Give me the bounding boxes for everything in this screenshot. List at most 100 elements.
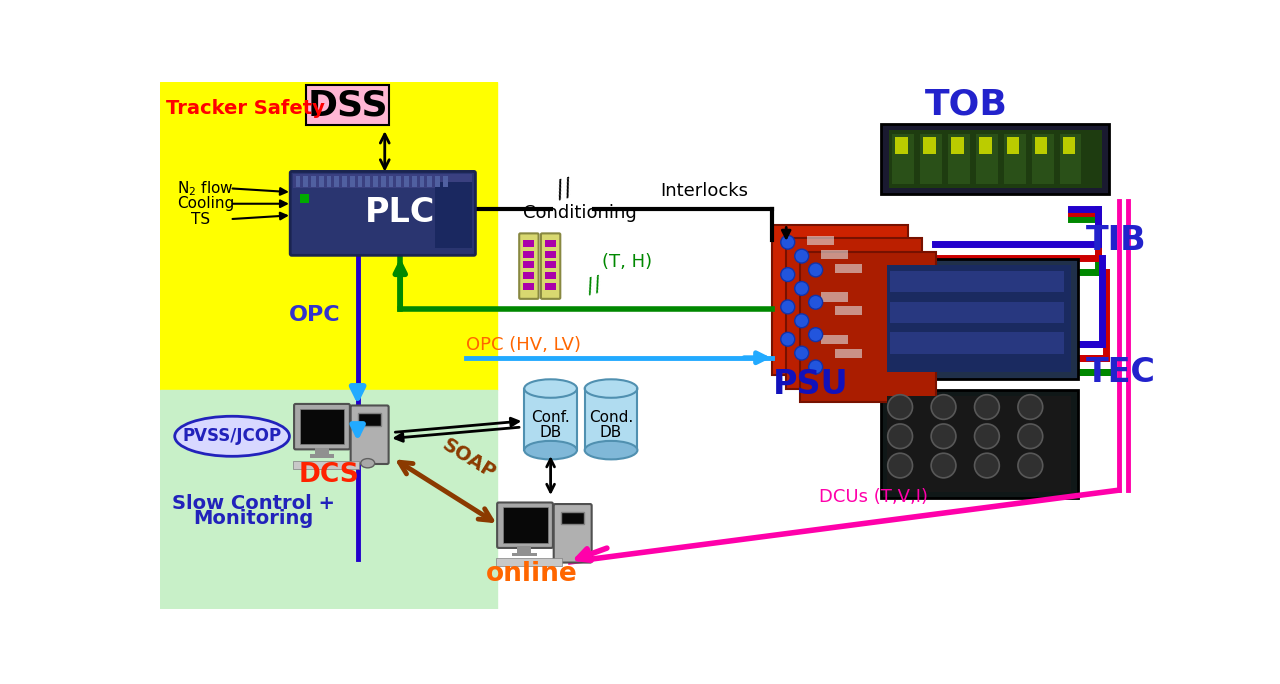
- Bar: [524, 240, 534, 247]
- Bar: [311, 176, 316, 187]
- Circle shape: [795, 314, 809, 328]
- Text: DB: DB: [539, 425, 562, 440]
- Bar: [435, 176, 440, 187]
- Text: PLC: PLC: [365, 196, 435, 229]
- Bar: [835, 349, 863, 358]
- Circle shape: [809, 360, 823, 374]
- FancyBboxPatch shape: [554, 504, 591, 562]
- Bar: [1062, 137, 1075, 154]
- Bar: [786, 239, 922, 389]
- Bar: [808, 236, 835, 246]
- Circle shape: [795, 282, 809, 295]
- Bar: [293, 174, 471, 188]
- Circle shape: [781, 300, 795, 314]
- FancyBboxPatch shape: [541, 233, 561, 299]
- Circle shape: [781, 235, 795, 249]
- Bar: [420, 176, 424, 187]
- Bar: [835, 264, 863, 273]
- Bar: [979, 137, 992, 154]
- Bar: [512, 553, 536, 556]
- Bar: [374, 176, 378, 187]
- Bar: [948, 133, 970, 184]
- Bar: [951, 137, 964, 154]
- Bar: [920, 133, 942, 184]
- Text: N$_2$ flow: N$_2$ flow: [177, 179, 233, 198]
- Bar: [1004, 133, 1025, 184]
- Bar: [887, 265, 1071, 371]
- Text: Conf.: Conf.: [531, 410, 570, 425]
- Text: OPC: OPC: [289, 305, 340, 325]
- Text: OPC (HV, LV): OPC (HV, LV): [466, 336, 581, 354]
- Circle shape: [1018, 453, 1043, 478]
- FancyBboxPatch shape: [291, 172, 475, 255]
- Circle shape: [974, 453, 1000, 478]
- Bar: [389, 176, 393, 187]
- Bar: [428, 176, 433, 187]
- Text: (T, H): (T, H): [602, 253, 652, 271]
- Text: Tracker Safety: Tracker Safety: [166, 99, 325, 118]
- Bar: [160, 82, 497, 390]
- Text: DCS: DCS: [298, 462, 360, 488]
- Circle shape: [888, 453, 913, 478]
- Text: SOAP: SOAP: [439, 435, 499, 483]
- Bar: [808, 321, 835, 330]
- Bar: [525, 389, 577, 450]
- Text: //: //: [554, 175, 576, 202]
- Bar: [310, 454, 334, 458]
- Bar: [561, 512, 584, 524]
- Bar: [820, 250, 849, 259]
- Circle shape: [795, 346, 809, 360]
- Bar: [585, 389, 637, 450]
- Bar: [443, 176, 448, 187]
- Bar: [296, 176, 301, 187]
- Ellipse shape: [175, 417, 289, 456]
- Bar: [326, 176, 332, 187]
- FancyBboxPatch shape: [351, 406, 389, 464]
- Text: Cooling: Cooling: [177, 196, 234, 211]
- Circle shape: [809, 263, 823, 277]
- Text: PSU: PSU: [773, 368, 849, 401]
- Bar: [545, 261, 556, 268]
- Bar: [820, 292, 849, 302]
- Bar: [404, 176, 408, 187]
- Circle shape: [974, 424, 1000, 449]
- Text: TIB: TIB: [1087, 224, 1147, 257]
- Bar: [293, 461, 360, 469]
- Circle shape: [888, 424, 913, 449]
- Circle shape: [888, 395, 913, 419]
- Bar: [881, 390, 1078, 498]
- Circle shape: [795, 249, 809, 263]
- Bar: [435, 182, 472, 248]
- Text: Conditioning: Conditioning: [522, 204, 636, 222]
- Bar: [892, 133, 914, 184]
- Bar: [300, 408, 344, 444]
- Bar: [977, 133, 998, 184]
- FancyBboxPatch shape: [520, 233, 539, 299]
- Circle shape: [931, 453, 956, 478]
- Bar: [923, 137, 936, 154]
- Bar: [524, 283, 534, 290]
- Text: Slow Control +: Slow Control +: [172, 495, 334, 514]
- Bar: [315, 448, 329, 454]
- Bar: [890, 271, 1065, 292]
- Bar: [896, 137, 908, 154]
- Bar: [524, 272, 534, 279]
- FancyBboxPatch shape: [306, 86, 389, 125]
- Text: online: online: [486, 561, 577, 587]
- Bar: [160, 390, 497, 609]
- Bar: [545, 251, 556, 258]
- Ellipse shape: [525, 380, 577, 398]
- Bar: [545, 240, 556, 247]
- Bar: [357, 176, 362, 187]
- Bar: [524, 251, 534, 258]
- Bar: [412, 176, 416, 187]
- Bar: [319, 176, 324, 187]
- Bar: [397, 176, 401, 187]
- Ellipse shape: [361, 458, 375, 468]
- Ellipse shape: [585, 380, 637, 398]
- Bar: [545, 283, 556, 290]
- Text: PVSS/JCOP: PVSS/JCOP: [183, 428, 282, 445]
- Bar: [1032, 133, 1053, 184]
- Text: //: //: [585, 275, 604, 298]
- Text: DCUs (T,V,I): DCUs (T,V,I): [819, 488, 928, 505]
